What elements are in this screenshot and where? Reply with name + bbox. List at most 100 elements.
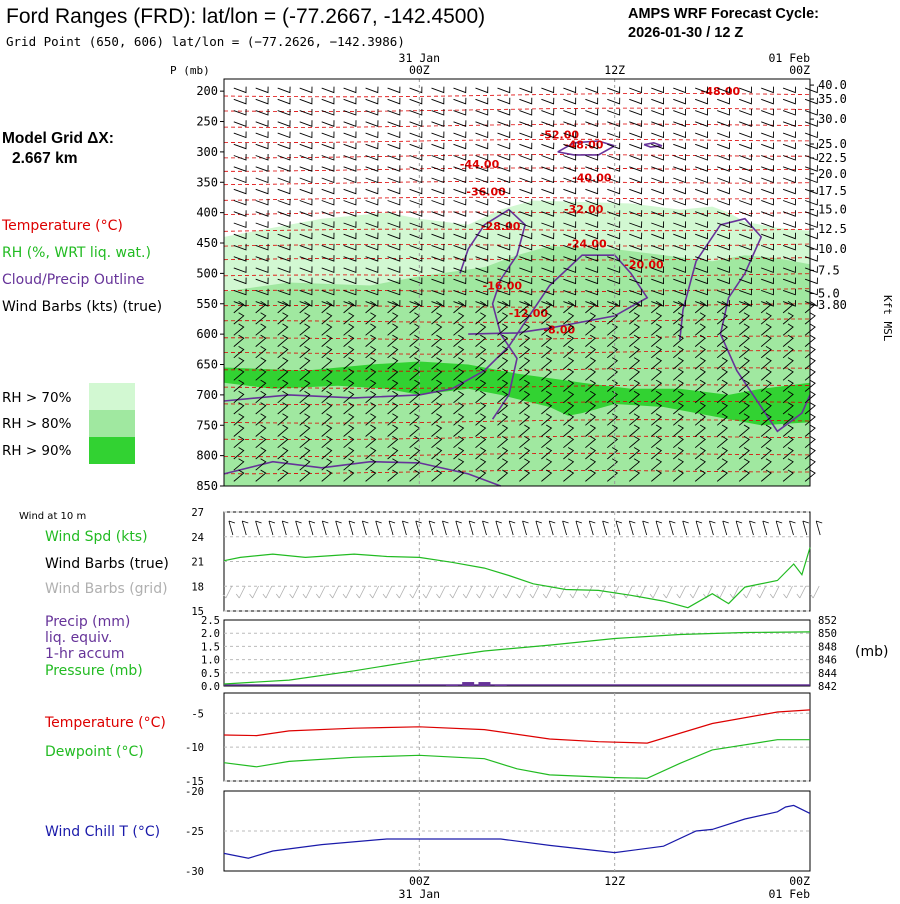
- wind-barb: [497, 301, 509, 314]
- wind-barb-true: [802, 520, 809, 536]
- wind-barb: [453, 221, 467, 229]
- wind-barb: [453, 266, 467, 274]
- wind-barb: [453, 120, 467, 127]
- wind-barb: [497, 142, 511, 150]
- wind-barb: [277, 165, 291, 172]
- wind-barb: [563, 368, 575, 381]
- wind-barb: [563, 447, 575, 460]
- wind-barb-true: [588, 520, 596, 536]
- wind-barb: [277, 469, 289, 482]
- wind-barb: [651, 243, 665, 251]
- wind-barb: [409, 379, 421, 392]
- wind-barb: [255, 323, 267, 336]
- wind-barb: [804, 165, 818, 172]
- legend-wind-chill: Wind Chill T (°C): [45, 824, 160, 840]
- wind-barb: [607, 210, 621, 217]
- wind-barb: [453, 255, 467, 262]
- wind-barb: [629, 346, 641, 359]
- wind-barb-grid: [342, 585, 353, 599]
- wind-barb: [673, 402, 684, 415]
- wind-barb: [717, 288, 731, 296]
- precip-tick-label: 2.5: [201, 615, 220, 627]
- wind-barb: [431, 176, 445, 184]
- wind-barb: [233, 301, 245, 314]
- wind-barb: [277, 86, 291, 94]
- wind-barb: [607, 266, 621, 274]
- wind-barb: [365, 142, 379, 150]
- wind-barb-grid: [729, 585, 740, 599]
- wind-barb: [607, 323, 619, 336]
- wind-barb: [233, 232, 247, 240]
- height-tick-label: 35.0: [818, 92, 847, 106]
- wind-barb: [673, 312, 684, 325]
- wind-barb: [321, 153, 335, 161]
- wind-barb: [563, 210, 577, 217]
- wind-barb: [717, 255, 731, 262]
- wind-barb: [299, 402, 311, 415]
- wind-barb: [541, 131, 555, 139]
- wind-barb-true: [775, 520, 783, 536]
- temp-dewpoint-panel-frame: [223, 692, 811, 782]
- wind-barb: [717, 120, 731, 127]
- wind-barb: [760, 334, 772, 347]
- wind-barb: [761, 277, 774, 285]
- wind-barb: [475, 210, 489, 217]
- wind-barb: [453, 176, 467, 184]
- wind-barb: [453, 131, 467, 139]
- wind-barb: [563, 97, 577, 105]
- wind-barb: [233, 346, 245, 359]
- wind-barb: [233, 379, 245, 392]
- wind-barb: [431, 300, 445, 307]
- wind-barb: [651, 447, 663, 460]
- wind-barb-true: [348, 520, 356, 536]
- wind-barb: [563, 379, 575, 392]
- wind-barb: [739, 243, 752, 251]
- wind-barb: [299, 424, 311, 437]
- wind-barb-true: [495, 520, 502, 536]
- wind-barb: [739, 153, 752, 161]
- wind-barb-true: [321, 520, 329, 536]
- wind-barb: [475, 255, 489, 262]
- wind-barb: [387, 210, 401, 217]
- wind-barb: [563, 390, 575, 404]
- wind-barb: [629, 255, 643, 262]
- wind-barb: [233, 97, 247, 105]
- wind-barb-grid: [649, 585, 660, 599]
- wind-barb: [651, 266, 665, 274]
- wind-barb: [299, 447, 311, 460]
- wind-barb: [738, 301, 750, 314]
- wind-barb-grid: [315, 585, 326, 599]
- wind-barb: [716, 301, 728, 314]
- wind-barb: [475, 120, 489, 127]
- wind-barb: [563, 198, 577, 206]
- wind-barb: [453, 458, 465, 471]
- wind-barb: [629, 300, 643, 307]
- wind-barb: [607, 402, 619, 415]
- wind-barb-true: [575, 520, 583, 536]
- wind-barb: [321, 301, 333, 314]
- wind-barb: [343, 97, 357, 105]
- wind-barb: [475, 198, 489, 206]
- wind-barb: [739, 108, 752, 116]
- wind-barb: [607, 176, 621, 184]
- wind-barb: [387, 312, 399, 325]
- wind-barb: [387, 447, 399, 460]
- wind-barb: [255, 165, 269, 172]
- wind-barb-true: [375, 520, 382, 536]
- wind-barb-true: [428, 520, 436, 536]
- wind-barb: [585, 346, 597, 359]
- wind-barb: [563, 108, 577, 116]
- wind-barb: [519, 357, 531, 370]
- wind-barb: [760, 390, 772, 404]
- wind-barb: [716, 435, 728, 449]
- wind-barb: [695, 131, 709, 139]
- time-label-bottom: 00Z: [789, 874, 810, 888]
- wind-barb: [343, 458, 355, 471]
- wind-barb: [519, 232, 533, 240]
- wind-barb: [738, 368, 750, 381]
- wind-barb: [475, 447, 487, 460]
- wind-barb: [255, 187, 269, 195]
- time-label-bottom: 00Z: [409, 874, 430, 888]
- wind-barb-grid: [275, 585, 286, 599]
- wind-barb: [343, 379, 355, 392]
